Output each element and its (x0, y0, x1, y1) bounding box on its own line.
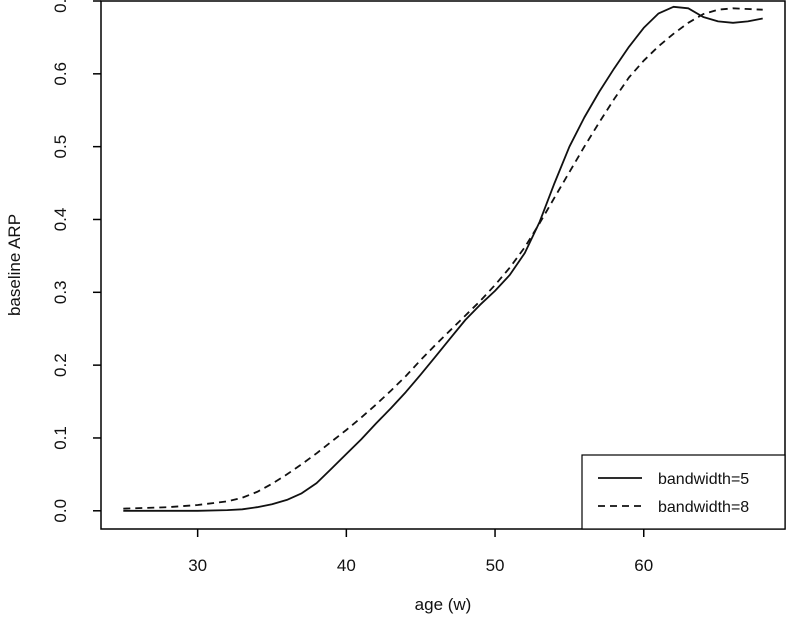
series-layer (123, 5, 763, 512)
x-tick-label: 40 (337, 556, 356, 575)
legend: bandwidth=5 bandwidth=8 (581, 454, 786, 530)
y-axis: 0.0 0.1 0.2 0.3 0.4 0.5 0.6 0.7 (51, 0, 101, 523)
y-tick-label: 0.6 (51, 62, 70, 86)
legend-box (581, 454, 786, 530)
y-axis-title: baseline ARP (5, 214, 24, 316)
y-tick-label: 0.0 (51, 499, 70, 523)
x-tick-label: 50 (486, 556, 505, 575)
y-tick-label: 0.3 (51, 280, 70, 304)
y-tick-label: 0.2 (51, 353, 70, 377)
x-tick-label: 60 (634, 556, 653, 575)
x-axis: 30 40 50 60 (188, 529, 653, 575)
y-tick-label: 0.5 (51, 135, 70, 159)
y-tick-label: 0.7 (51, 0, 70, 13)
x-axis-title: age (w) (415, 595, 472, 614)
plot-frame (100, 0, 786, 530)
series-line-1 (123, 5, 763, 512)
y-tick-label: 0.4 (51, 208, 70, 232)
legend-label-1: bandwidth=5 (658, 471, 749, 488)
y-tick-label: 0.1 (51, 426, 70, 450)
legend-label-2: bandwidth=8 (658, 499, 749, 516)
series-line-2 (123, 7, 763, 510)
x-tick-label: 30 (188, 556, 207, 575)
